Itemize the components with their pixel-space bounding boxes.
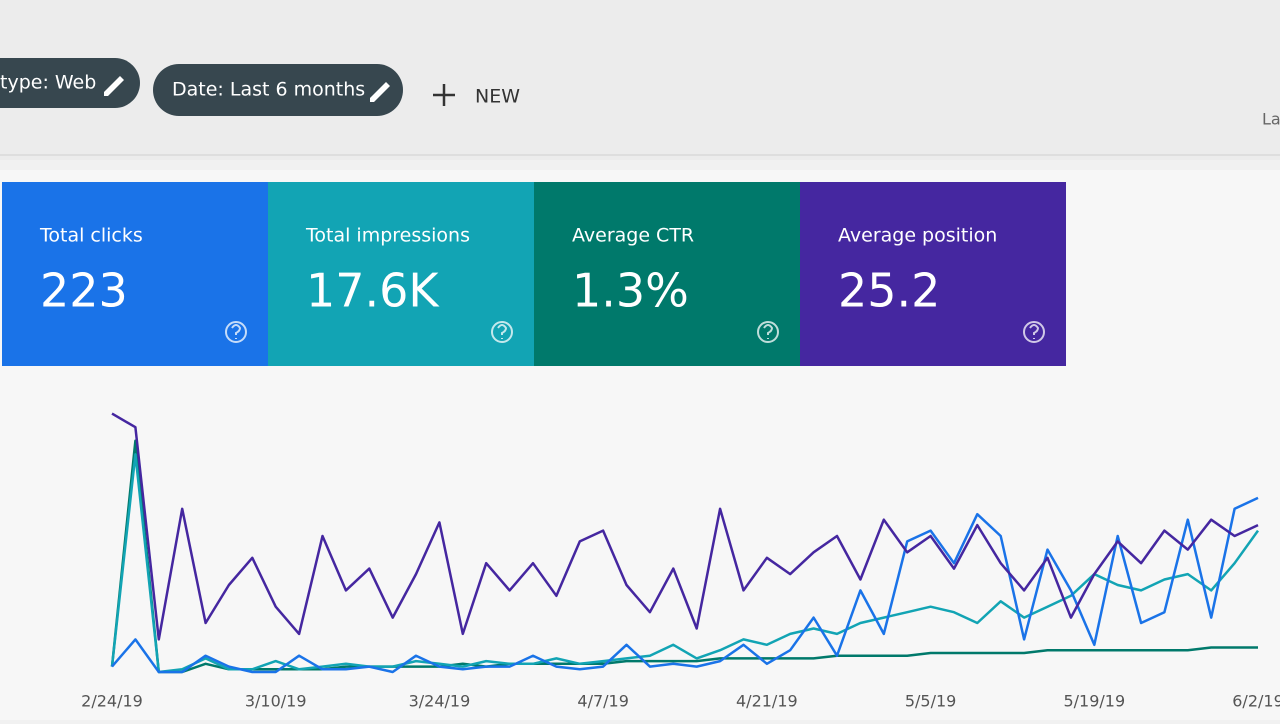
- help-icon: [1023, 321, 1045, 343]
- metric-card[interactable]: Average position 25.2: [800, 182, 1066, 366]
- edit-icon: [370, 82, 390, 102]
- card-bg: [268, 182, 534, 366]
- chip-label[interactable]: type: Web: [0, 72, 96, 94]
- edit-icon: [104, 76, 124, 96]
- plus-icon: [433, 84, 455, 106]
- card-value: 17.6K: [306, 264, 440, 318]
- help-glyph: [231, 324, 242, 339]
- help-glyph: [497, 324, 508, 339]
- series-line: [110, 453, 1260, 674]
- card-bg: [800, 182, 1066, 366]
- metric-card[interactable]: Total impressions 17.6K: [268, 182, 534, 366]
- help-icon: [225, 321, 247, 343]
- chip-bg[interactable]: [153, 64, 403, 116]
- new-button[interactable]: NEW: [433, 84, 520, 108]
- card-label: Total impressions: [305, 225, 470, 247]
- metric-card[interactable]: Total clicks 223: [2, 182, 268, 366]
- x-tick-label: 5/19/19: [1063, 692, 1125, 711]
- chip[interactable]: type: Web: [0, 58, 140, 108]
- help-glyph: [1029, 324, 1040, 339]
- card-label: Average position: [838, 225, 997, 247]
- x-tick-label: 2/24/19: [81, 692, 143, 711]
- card-label: Average CTR: [572, 225, 694, 247]
- new-label[interactable]: NEW: [475, 86, 520, 108]
- series-line: [111, 496, 1259, 674]
- x-tick-label: 5/5/19: [905, 692, 957, 711]
- metric-card[interactable]: Average CTR 1.3%: [534, 182, 800, 366]
- card-label: Total clicks: [39, 225, 143, 247]
- x-tick-label: 6/2/19: [1232, 692, 1280, 711]
- x-tick-label: 3/24/19: [409, 692, 471, 711]
- help-glyph: [763, 324, 774, 339]
- x-tick-label: 4/7/19: [577, 692, 629, 711]
- cards: Total clicks 223 Total impressions 17.6K Ave…: [2, 182, 1066, 366]
- cut-text: La: [1262, 110, 1280, 129]
- chart: 2/24/19 3/10/19 3/24/19 4/7/19 4/21/19 5/5/19…: [81, 412, 1280, 711]
- card-bg: [2, 182, 268, 366]
- card-bg: [534, 182, 800, 366]
- chip[interactable]: Date: Last 6 months: [153, 64, 403, 116]
- help-icon: [757, 321, 779, 343]
- x-tick-label: 3/10/19: [245, 692, 307, 711]
- series-line: [111, 412, 1259, 641]
- card-value: 1.3%: [572, 264, 689, 318]
- x-tick-label: 4/21/19: [736, 692, 798, 711]
- card-value: 25.2: [838, 264, 940, 318]
- help-icon: [491, 321, 513, 343]
- card-value: 223: [40, 264, 128, 318]
- chip-label[interactable]: Date: Last 6 months: [172, 79, 365, 101]
